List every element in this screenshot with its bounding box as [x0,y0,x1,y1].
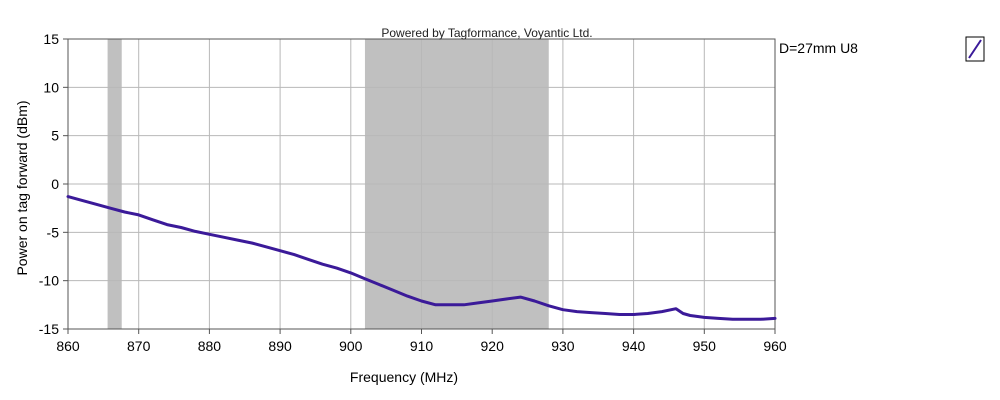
y-tick-labels: 15 10 5 0 -5 -10 -15 [39,31,59,337]
chart-annotation: Powered by Tagformance, Voyantic Ltd. [381,26,592,40]
x-tick-labels: 860 870 880 890 900 910 920 930 940 950 960 [56,338,787,354]
series-layer [66,195,777,321]
grid [67,38,776,330]
y-tick-label-15: 15 [43,31,59,47]
y-tick-label--10: -10 [39,273,59,289]
x-tick-label-950: 950 [693,338,717,354]
x-tick-label-910: 910 [410,338,434,354]
x-tick-label-940: 940 [622,338,646,354]
x-tick-label-930: 930 [551,338,575,354]
x-tick-label-870: 870 [127,338,151,354]
legend-label-series-1: D=27mm U8 [779,40,858,56]
axis-ticks [63,38,776,334]
x-tick-label-880: 880 [198,338,222,354]
x-tick-label-920: 920 [481,338,505,354]
x-tick-label-860: 860 [56,338,80,354]
x-tick-label-960: 960 [763,338,787,354]
y-tick-label--5: -5 [47,224,60,240]
legend-swatch-line [968,39,982,59]
x-tick-label-900: 900 [339,338,363,354]
legend: D=27mm U8 [779,36,985,62]
x-tick-label-890: 890 [268,338,292,354]
series-line-1 [66,195,777,321]
y-tick-label--15: -15 [39,321,59,337]
x-axis-label: Frequency (MHz) [350,369,458,385]
y-tick-label-5: 5 [51,128,59,144]
y-tick-label-10: 10 [43,79,59,95]
y-axis-label: Power on tag forward (dBm) [14,100,30,275]
y-tick-label-0: 0 [51,176,59,192]
